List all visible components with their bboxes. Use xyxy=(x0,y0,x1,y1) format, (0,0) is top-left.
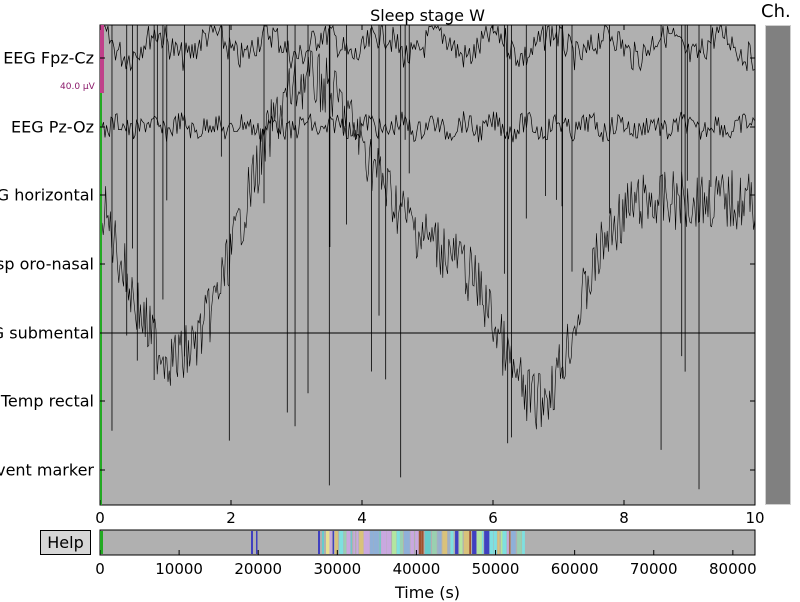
annotation-mark xyxy=(356,531,359,554)
annotation-mark xyxy=(437,531,439,554)
annotation-mark xyxy=(256,531,258,554)
annotation-mark xyxy=(497,531,500,554)
annotation-mark xyxy=(370,531,374,554)
annotation-mark xyxy=(344,531,347,554)
annotation-marks xyxy=(251,531,525,554)
annotation-mark xyxy=(379,531,381,554)
annotation-mark xyxy=(339,531,344,554)
annotation-mark xyxy=(421,531,424,554)
overview-tick-label: 40000 xyxy=(392,560,441,578)
channel-label-eeg-fpz-cz: EEG Fpz-Cz xyxy=(3,48,94,68)
annotation-mark xyxy=(359,531,364,554)
annotation-mark xyxy=(415,531,419,554)
time-ticks xyxy=(99,25,756,505)
overview-ticks xyxy=(99,550,734,555)
annotation-mark xyxy=(500,531,503,554)
channel-label-resp-oro-nasal: Resp oro-nasal xyxy=(0,254,94,274)
annotation-mark xyxy=(517,531,522,554)
annotation-mark xyxy=(463,531,470,554)
annotation-mark xyxy=(459,531,463,554)
overview-tick-label: 10000 xyxy=(155,560,203,578)
channels-header: Ch. xyxy=(761,1,791,22)
scale-label: 40.0 µV xyxy=(60,82,95,92)
annotation-mark xyxy=(251,531,253,554)
overview-tick-label: 0 xyxy=(95,560,105,578)
time-tick-label: 10 xyxy=(745,509,765,527)
annotation-mark xyxy=(431,531,437,554)
overview-tick-label: 20000 xyxy=(234,560,283,578)
annotation-mark xyxy=(484,531,490,554)
annotation-mark xyxy=(381,531,387,554)
overview-tick-label: 60000 xyxy=(550,560,599,578)
time-tick-label: 0 xyxy=(95,509,105,527)
annotation-mark xyxy=(396,531,400,554)
annotation-mark xyxy=(489,531,493,554)
annotation-mark xyxy=(469,531,472,554)
annotation-mark xyxy=(326,531,330,554)
annotation-mark xyxy=(346,531,351,554)
channel-ticks xyxy=(100,57,755,471)
annotation-mark xyxy=(511,531,516,554)
annotation-mark xyxy=(502,531,507,554)
annotation-mark xyxy=(399,531,404,554)
overview-tick-label: 50000 xyxy=(471,560,520,578)
annotation-mark xyxy=(329,531,332,554)
annotation-mark xyxy=(455,531,459,554)
annotation-mark xyxy=(363,531,370,554)
annotation-mark xyxy=(373,531,379,554)
annotation-mark xyxy=(442,531,448,554)
overview-tick-label: 80000 xyxy=(708,560,757,578)
annotation-mark xyxy=(334,531,338,554)
annotation-mark xyxy=(450,531,454,554)
annotation-mark xyxy=(522,531,525,554)
overview-tick-label: 70000 xyxy=(629,560,678,578)
scale-bar xyxy=(100,25,104,93)
annotation-mark xyxy=(410,531,414,554)
annotation-mark xyxy=(507,531,509,554)
signal-trace xyxy=(101,50,756,430)
channel-label-emg-submental: EMG submental xyxy=(0,323,94,343)
annotation-mark xyxy=(476,531,482,554)
annotation-mark xyxy=(332,531,334,554)
help-button[interactable]: Help xyxy=(40,530,91,555)
signal-trace xyxy=(101,111,755,143)
annotation-mark xyxy=(509,531,511,554)
annotation-mark xyxy=(353,531,355,554)
plot-title: Sleep stage W xyxy=(370,6,485,25)
annotation-mark xyxy=(493,531,497,554)
signal-trace xyxy=(102,24,755,72)
time-tick-label: 2 xyxy=(226,509,236,527)
annotation-mark xyxy=(439,531,442,554)
annotation-mark xyxy=(404,531,410,554)
annotation-mark xyxy=(418,531,422,554)
signal-traces xyxy=(101,24,756,490)
annotation-mark xyxy=(481,531,484,554)
annotation-mark xyxy=(350,531,352,554)
annotation-mark xyxy=(392,531,397,554)
x-axis-label: Time (s) xyxy=(394,583,461,602)
annotation-mark xyxy=(386,531,391,554)
annotation-mark xyxy=(318,531,320,554)
time-tick-label: 4 xyxy=(357,509,367,527)
time-tick-label: 8 xyxy=(619,509,629,527)
main-plot-area[interactable] xyxy=(99,24,756,506)
annotation-mark xyxy=(472,531,477,554)
overview-tick-label: 30000 xyxy=(313,560,362,578)
time-tick-label: 6 xyxy=(488,509,498,527)
channel-label-event-marker: Event marker xyxy=(0,460,94,480)
annotation-mark xyxy=(322,531,324,554)
overview-view-indicator[interactable] xyxy=(100,531,103,554)
annotation-mark xyxy=(424,531,431,554)
annotation-mark xyxy=(448,531,450,554)
channel-label-temp-rectal: Temp rectal xyxy=(0,391,94,411)
channel-label-eog-horizontal: EOG horizontal xyxy=(0,185,94,205)
channel-label-eeg-pz-oz: EEG Pz-Oz xyxy=(11,117,94,137)
channel-scrollbar[interactable] xyxy=(765,25,791,505)
